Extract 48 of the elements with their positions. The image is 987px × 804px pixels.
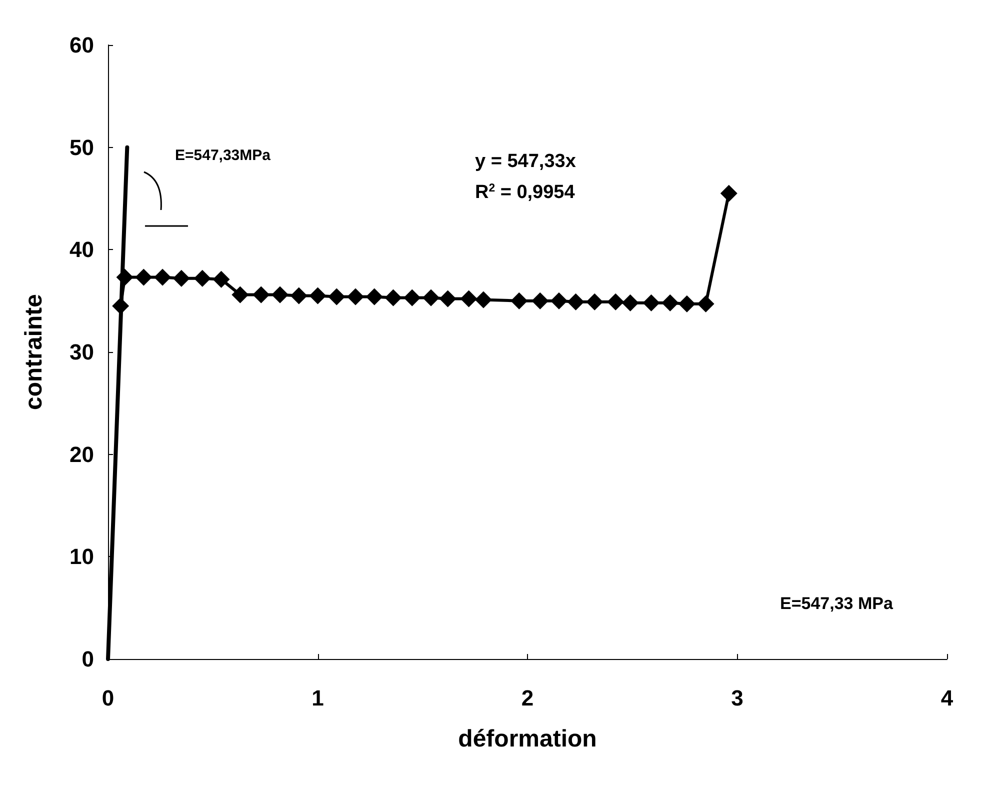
x-tick-label: 4 xyxy=(940,686,954,710)
point xyxy=(720,184,738,202)
y-tick-label: 30 xyxy=(70,340,94,364)
point xyxy=(194,270,211,287)
point xyxy=(252,286,270,304)
point xyxy=(586,293,604,310)
point xyxy=(474,291,492,308)
point xyxy=(422,289,440,306)
point xyxy=(622,294,639,312)
point xyxy=(550,292,568,310)
x-tick-label: 1 xyxy=(312,686,324,710)
annotation: E=547,33MPa xyxy=(175,147,272,164)
point xyxy=(290,287,308,304)
x-tick-label: 3 xyxy=(731,686,744,710)
point xyxy=(172,270,190,287)
x-axis-title: déformation xyxy=(458,726,597,752)
point xyxy=(607,293,624,310)
point xyxy=(212,270,230,288)
y-tick-label: 60 xyxy=(70,32,94,58)
annotation: y = 547,33x xyxy=(475,151,576,172)
point xyxy=(154,268,172,286)
x-tick-label: 0 xyxy=(102,686,114,710)
point xyxy=(510,292,528,310)
y-tick-label: 40 xyxy=(70,237,94,262)
point xyxy=(697,295,714,312)
y-tick-label: 10 xyxy=(70,544,94,570)
y-axis-title: contrainte xyxy=(20,294,48,410)
point xyxy=(439,290,456,308)
annotation: E=547,33 MPa xyxy=(780,594,894,613)
point xyxy=(642,294,660,312)
point xyxy=(384,289,402,306)
point xyxy=(328,288,346,306)
point xyxy=(532,292,549,310)
point xyxy=(567,293,584,310)
point xyxy=(271,286,288,304)
point xyxy=(460,290,478,308)
point xyxy=(678,295,696,312)
y-tick-label: 0 xyxy=(82,646,94,672)
point xyxy=(309,287,326,304)
point xyxy=(662,294,679,312)
point xyxy=(347,288,364,306)
x-tick-label: 2 xyxy=(521,686,534,710)
point xyxy=(135,268,152,286)
y-tick-label: 20 xyxy=(70,442,94,467)
point xyxy=(404,289,421,306)
point xyxy=(232,286,249,304)
y-tick-label: 50 xyxy=(70,134,94,160)
point xyxy=(366,288,383,306)
